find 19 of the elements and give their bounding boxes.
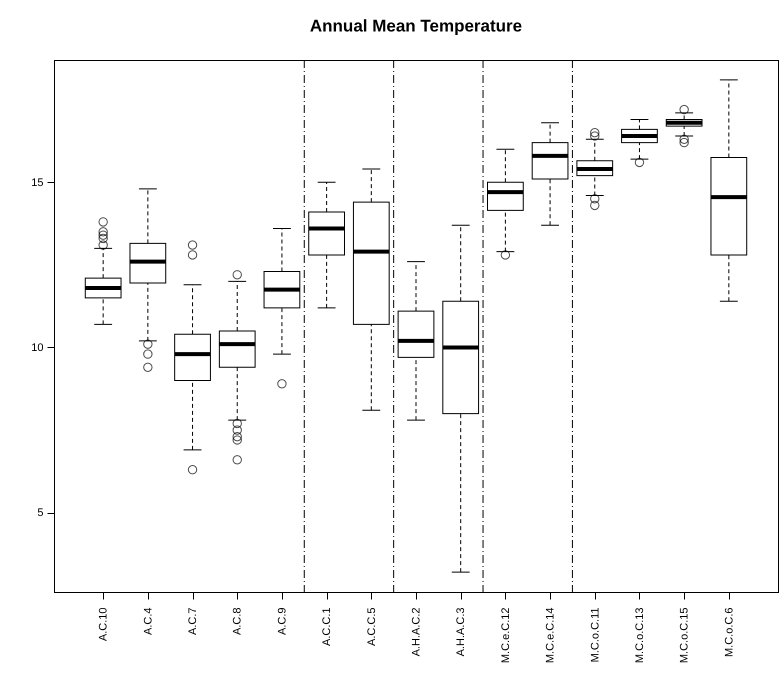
- y-tick-label: 5: [37, 507, 44, 520]
- x-tick-label: M.C.o.C.15: [678, 608, 691, 664]
- x-tick-label: A.C.9: [276, 608, 288, 636]
- x-tick-label: A.C.C.1: [321, 608, 334, 646]
- x-tick-label: M.C.o.C.6: [723, 608, 736, 658]
- x-tick-label: A.C.4: [142, 608, 154, 636]
- x-tick-label: A.C.7: [187, 608, 200, 636]
- x-tick-label: A.H.A.C.2: [410, 608, 422, 656]
- x-tick-label: A.H.A.C.3: [455, 608, 468, 656]
- x-tick-label: M.C.e.C.12: [500, 608, 512, 664]
- chart-title: Annual Mean Temperature: [310, 16, 522, 36]
- x-tick-label: A.C.C.5: [366, 608, 378, 646]
- y-tick-label: 15: [31, 176, 44, 189]
- y-tick-label: 10: [31, 342, 44, 354]
- x-tick-label: M.C.o.C.11: [589, 608, 602, 662]
- x-tick-label: A.C.8: [232, 608, 244, 636]
- x-tick-label: M.C.o.C.13: [634, 608, 646, 664]
- x-tick-label: M.C.e.C.14: [544, 608, 557, 664]
- x-tick-label: A.C.10: [98, 608, 110, 642]
